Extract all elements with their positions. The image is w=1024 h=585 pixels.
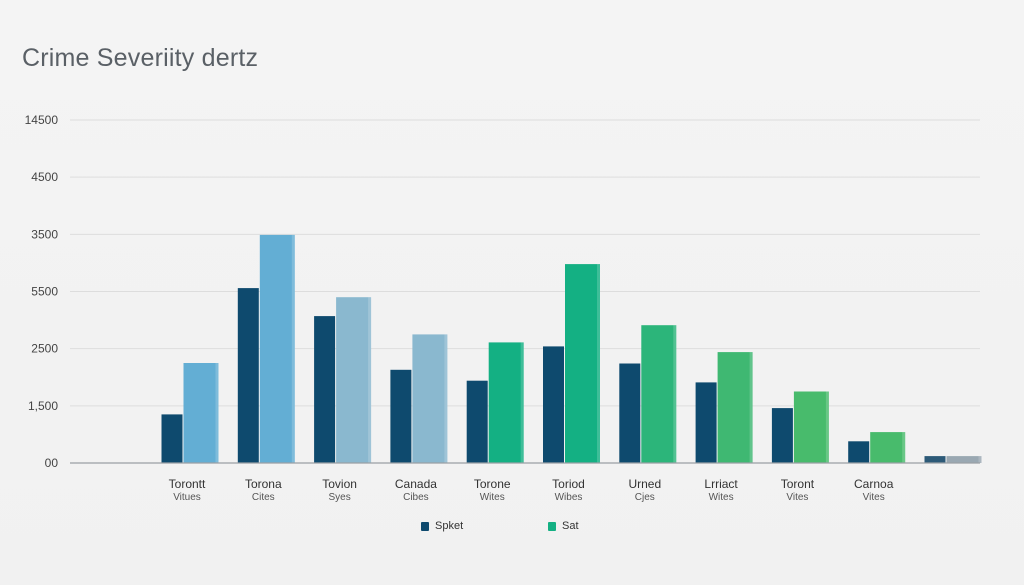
x-category-sublabel: Cites	[252, 492, 275, 503]
bar-light	[946, 456, 982, 463]
gridlines	[70, 119, 980, 407]
bar-dark	[161, 414, 183, 463]
bar-light	[336, 297, 372, 463]
y-tick-label: 3500	[31, 227, 58, 241]
chart-title: Crime Severiity dertz	[22, 44, 259, 72]
x-category-label: Toront	[781, 477, 815, 491]
y-tick-label: 1,500	[28, 399, 58, 413]
x-category-label: Torontt	[169, 477, 206, 491]
bar-light	[488, 342, 524, 463]
x-category-label: Tovion	[322, 477, 357, 491]
bar-dark	[466, 380, 488, 463]
legend-label-series-1: Spket	[435, 520, 464, 532]
x-category-sublabel: Vitues	[173, 492, 201, 503]
bar-dark	[543, 346, 564, 463]
x-category-sublabel: Vites	[786, 492, 808, 503]
x-category-sublabel: Cibes	[403, 492, 429, 503]
legend-item-series-2: Sat	[548, 520, 579, 532]
bars	[161, 234, 982, 463]
bar-highlight	[749, 352, 753, 463]
x-category-label: Urned	[628, 477, 661, 491]
bar-dark	[695, 382, 717, 463]
x-category-label: Lrriact	[704, 477, 738, 491]
bar-highlight	[978, 456, 982, 463]
bar-highlight	[520, 342, 524, 463]
bar-light	[870, 432, 906, 463]
bar-highlight	[215, 363, 219, 463]
y-tick-label: 5500	[31, 285, 58, 299]
bar-dark	[848, 441, 870, 463]
bar-light	[717, 352, 753, 463]
y-axis-ticks: 00 1,500 2500 5500 3500 4500 14500	[25, 113, 59, 470]
bar-light	[793, 391, 829, 463]
legend-swatch-series-2	[548, 521, 556, 531]
y-tick-label: 2500	[31, 342, 58, 356]
bar-highlight	[368, 297, 372, 463]
bar-dark	[771, 408, 793, 463]
bar-highlight	[825, 391, 829, 463]
bar-light	[183, 363, 219, 463]
bar-dark	[924, 456, 946, 463]
bar-light	[259, 234, 295, 463]
x-category-sublabel: Wites	[480, 492, 505, 503]
legend-swatch-series-1	[421, 521, 429, 531]
y-tick-label: 4500	[31, 170, 58, 184]
x-category-sublabel: Vites	[863, 492, 885, 503]
x-category-label: Torone	[474, 477, 511, 491]
bar-dark	[237, 288, 259, 463]
bar-highlight	[902, 432, 906, 463]
bar-dark	[619, 363, 641, 463]
bar-highlight	[597, 264, 600, 463]
x-category-label: Toriod	[552, 477, 585, 491]
legend-item-series-1: Spket	[421, 520, 463, 532]
y-tick-label: 00	[45, 456, 59, 470]
x-category-label: Carnoa	[854, 477, 894, 491]
x-category-label: Torona	[245, 477, 282, 491]
x-category-sublabel: Syes	[328, 492, 350, 503]
bar-highlight	[291, 234, 295, 463]
bar-dark	[390, 369, 412, 463]
bar-light	[641, 325, 677, 463]
bar-light	[565, 264, 600, 463]
bar-highlight	[444, 334, 448, 463]
y-tick-label: 14500	[25, 113, 59, 127]
bar-dark	[314, 316, 336, 463]
x-category-sublabel: Cjes	[635, 492, 655, 503]
x-category-sublabel: Wibes	[555, 492, 583, 503]
x-category-sublabel: Wites	[709, 492, 734, 503]
bar-highlight	[673, 325, 677, 463]
x-category-label: Canada	[395, 477, 437, 491]
legend-label-series-2: Sat	[562, 520, 579, 532]
bar-light	[412, 334, 448, 463]
